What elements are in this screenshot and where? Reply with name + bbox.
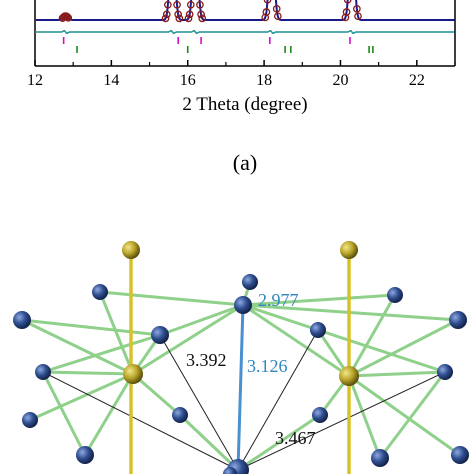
calculated-line <box>35 0 455 21</box>
blue-atoms <box>13 274 469 474</box>
x-tick-label: 14 <box>103 72 119 89</box>
atom <box>437 364 453 380</box>
observed-point <box>353 4 361 13</box>
atom <box>312 407 328 423</box>
observed-point <box>272 4 281 13</box>
atom <box>35 364 51 380</box>
observed-point <box>164 0 172 9</box>
observed-point <box>342 8 351 16</box>
difference-curve <box>35 29 455 35</box>
atom <box>223 467 237 474</box>
x-axis-ticks: 12 14 16 18 20 22 <box>27 60 456 89</box>
observed-point <box>197 10 205 19</box>
x-axis-label: 2 Theta (degree) <box>182 94 307 115</box>
observed-point <box>184 14 193 23</box>
observed-point <box>161 14 170 23</box>
distance-label: 3.392 <box>186 350 227 370</box>
observed-point <box>261 13 270 22</box>
observed-point <box>175 14 184 23</box>
atom <box>387 287 403 303</box>
diffraction-panel: 12 14 16 18 20 22 2 Theta (degree) (a) <box>27 0 456 175</box>
atom <box>451 446 469 464</box>
observed-point <box>262 8 271 16</box>
atom <box>371 449 389 467</box>
observed-point <box>196 0 204 9</box>
distance-label: 3.467 <box>275 428 316 448</box>
observed-point <box>64 13 73 22</box>
blue-bond <box>236 304 245 471</box>
plot-area <box>35 0 455 35</box>
observed-point <box>174 10 183 19</box>
observed-point <box>263 0 272 4</box>
reflection-ticks <box>62 37 374 53</box>
atom <box>340 241 358 259</box>
x-tick-label: 22 <box>409 72 425 89</box>
atom <box>92 284 108 300</box>
atom <box>13 311 31 329</box>
atom <box>76 446 94 464</box>
observed-point <box>162 10 171 19</box>
atom <box>123 364 143 384</box>
atom <box>310 322 326 338</box>
observed-point <box>63 12 71 21</box>
x-tick-label: 16 <box>180 72 196 89</box>
distance-label: 2.977 <box>258 290 299 310</box>
distance-label: 3.126 <box>247 356 288 376</box>
plot-frame <box>34 0 456 67</box>
x-tick-label: 12 <box>27 72 43 89</box>
observed-point <box>273 12 282 21</box>
observed-point <box>173 0 181 9</box>
observed-point <box>343 0 352 4</box>
observed-point <box>341 13 350 22</box>
structure-panel: 2.977 3.392 3.126 3.467 <box>13 241 469 474</box>
gold-atoms <box>122 241 359 386</box>
atom <box>122 241 140 259</box>
observed-point <box>185 10 194 19</box>
green-bonds <box>21 281 461 472</box>
x-tick-label: 20 <box>332 72 348 89</box>
observed-point <box>186 0 195 9</box>
observed-point <box>354 12 362 21</box>
atom <box>22 412 38 428</box>
atom <box>449 311 467 329</box>
x-tick-label: 18 <box>256 72 272 89</box>
gold-bonds <box>129 250 351 474</box>
thin-bonds <box>42 329 446 471</box>
observed-point <box>198 14 207 23</box>
panel-a-caption: (a) <box>233 150 257 175</box>
atom <box>234 296 252 314</box>
atom <box>242 274 258 290</box>
atom <box>339 366 359 386</box>
atom <box>151 326 169 344</box>
atom <box>172 407 188 423</box>
